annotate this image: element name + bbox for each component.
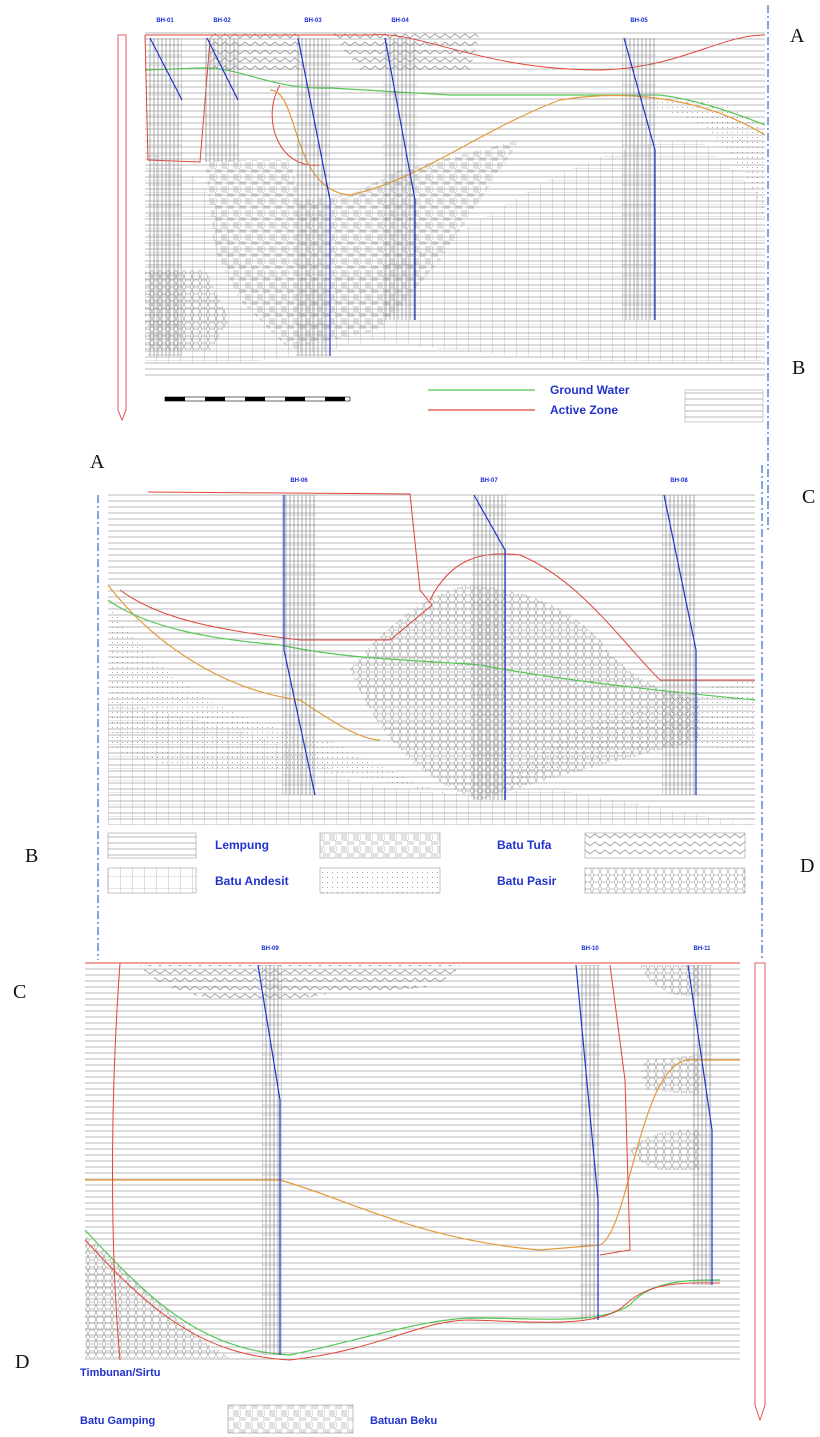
borehole-label: BH-07 (480, 478, 498, 484)
scale-bar (165, 397, 350, 401)
legend (108, 833, 745, 893)
borehole-label: BH-09 (261, 946, 279, 952)
borehole-label: BH-06 (290, 478, 308, 484)
section-marker: D (800, 855, 814, 877)
section-marker: A (90, 451, 105, 473)
borehole-label: BH-03 (304, 18, 322, 24)
section-marker: C (13, 981, 26, 1003)
depth-scale (118, 35, 126, 420)
borehole-label: BH-05 (630, 18, 648, 24)
legend-label: Batu Pasir (497, 874, 557, 888)
clay-layer (85, 963, 740, 1363)
section-marker: B (25, 845, 38, 867)
legend-label: Ground Water (550, 383, 630, 397)
borehole-label: BH-02 (213, 18, 231, 24)
legend-swatch (228, 1405, 353, 1433)
borehole (262, 965, 282, 1355)
borehole-label: BH-04 (391, 18, 409, 24)
borehole-label: BH-08 (670, 478, 688, 484)
panel-1: BH-01 BH-02 BH-03 BH-04 BH-05 Ground Wat… (118, 18, 765, 422)
cross-section-figure: BH-01 BH-02 BH-03 BH-04 BH-05 Ground Wat… (0, 0, 820, 1437)
depth-scale (755, 963, 765, 1420)
legend-label: Batu Gamping (80, 1415, 155, 1427)
borehole (662, 495, 696, 795)
borehole (580, 965, 600, 1320)
section-marker: C (802, 486, 815, 508)
borehole-label: BH-10 (581, 946, 599, 952)
legend-label: Active Zone (550, 403, 618, 417)
panel-2: BH-06 BH-07 BH-08 Lempung Batu Tufa Batu… (108, 478, 755, 893)
legend-label: Timbunan/Sirtu (80, 1367, 160, 1379)
section-marker: D (15, 1351, 29, 1373)
section-marker: A (790, 25, 805, 47)
legend-swatch (685, 390, 763, 422)
panel-3: BH-09 BH-10 BH-11 Timbunan/Sirtu Batu Ga… (80, 946, 765, 1433)
legend-label: Batuan Beku (370, 1415, 437, 1427)
legend-label: Batu Andesit (215, 874, 289, 888)
borehole (282, 495, 316, 795)
legend-label: Lempung (215, 838, 269, 852)
borehole-label: BH-11 (693, 946, 711, 952)
borehole-label: BH-01 (156, 18, 174, 24)
legend-label: Batu Tufa (497, 838, 552, 852)
section-marker: B (792, 357, 805, 379)
borehole (472, 495, 506, 800)
